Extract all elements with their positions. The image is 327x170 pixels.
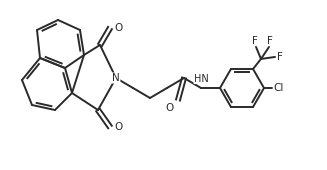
Text: N: N (112, 73, 120, 83)
Text: O: O (166, 103, 174, 113)
Text: F: F (277, 52, 283, 62)
Text: F: F (267, 36, 273, 46)
Text: Cl: Cl (273, 83, 284, 93)
Text: O: O (114, 23, 122, 33)
Text: HN: HN (194, 74, 208, 84)
Text: F: F (252, 36, 258, 46)
Text: O: O (114, 122, 122, 132)
